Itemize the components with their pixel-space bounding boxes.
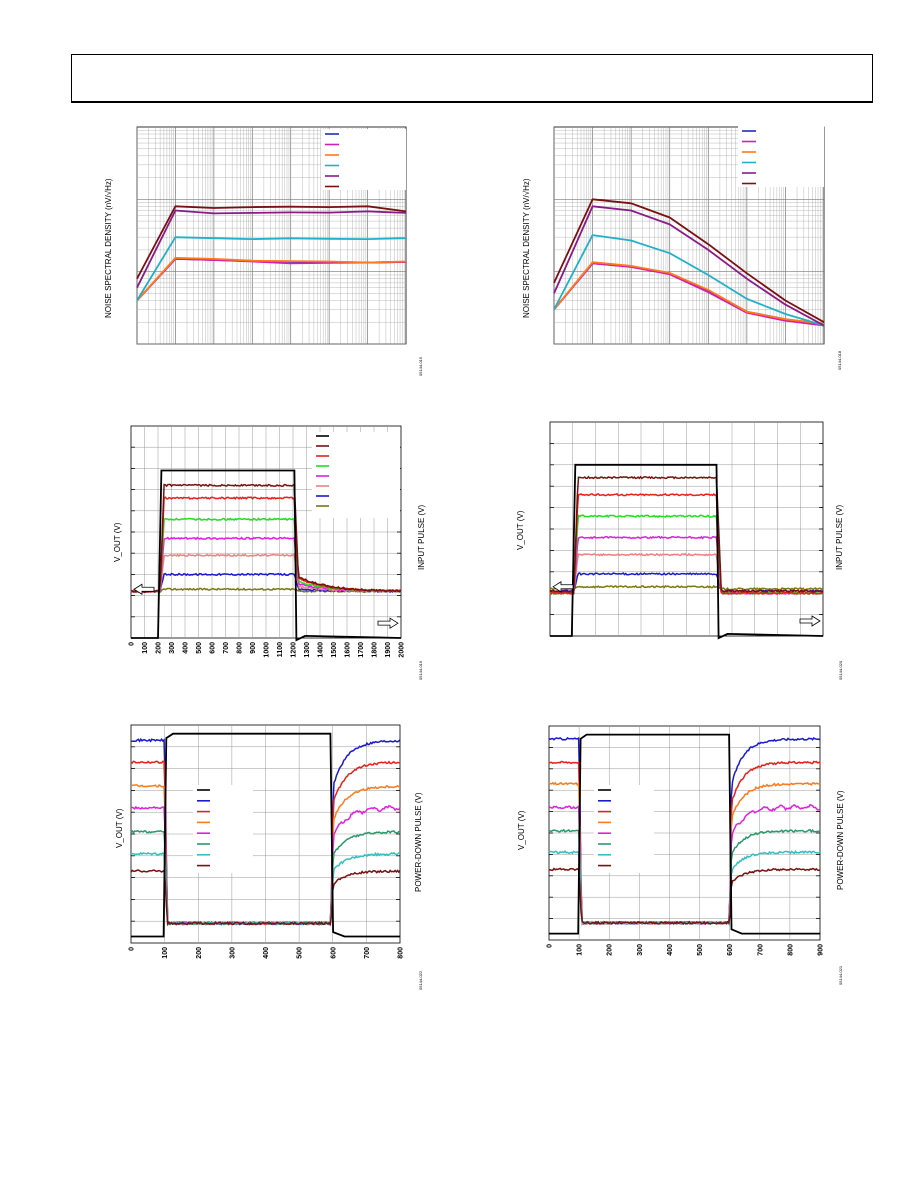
pd-a-xtick-label: 300 bbox=[229, 947, 236, 959]
pulse-a-xtick-label: 600 bbox=[210, 642, 217, 654]
pd-b-series-line bbox=[548, 867, 821, 926]
pd-b-pd-pulse bbox=[549, 733, 820, 935]
pulse-b-input-pulse bbox=[550, 463, 824, 640]
page-header bbox=[71, 54, 873, 103]
noise-a-series-line bbox=[136, 209, 407, 289]
pulse-a-left-arrow bbox=[133, 583, 155, 595]
pulse-a-xtick-label: 1400 bbox=[318, 642, 325, 658]
pulse-a-xtick-label: 1200 bbox=[291, 642, 298, 658]
pd-b-xtick-label: 300 bbox=[637, 944, 644, 956]
pd-b-xtick-label: 900 bbox=[818, 944, 825, 956]
noise-b-series-line bbox=[553, 234, 825, 327]
pd-a-xtick-label: 0 bbox=[129, 947, 136, 951]
pulse-a-xtick-label: 100 bbox=[142, 642, 149, 654]
pd-a-xtick-label: 400 bbox=[263, 947, 270, 959]
pd-b-xtick-label: 0 bbox=[547, 944, 554, 948]
pulse-a-xtick-label: 0 bbox=[129, 642, 136, 646]
pulse-a-xtick-label: 1300 bbox=[304, 642, 311, 658]
pulse-b-series-line bbox=[549, 475, 824, 594]
pulse-a-xtick-label: 2000 bbox=[399, 642, 406, 658]
noise-b-series-line bbox=[553, 205, 825, 327]
pulse-a-series-line bbox=[130, 483, 402, 593]
pulse-a-xtick-label: 1800 bbox=[372, 642, 379, 658]
pulse-a-xtick-label: 800 bbox=[237, 642, 244, 654]
pulse-b-right-arrow bbox=[799, 615, 821, 627]
pd-b-legend-box bbox=[594, 785, 654, 873]
pd-a-pd-pulse bbox=[131, 732, 400, 938]
noise-a-series-line bbox=[136, 236, 407, 301]
pd-b-xtick-label: 100 bbox=[577, 944, 584, 956]
noise-a-series-line bbox=[136, 256, 407, 302]
pd-b-xtick-label: 400 bbox=[667, 944, 674, 956]
pulse-a-xtick-label: 1500 bbox=[331, 642, 338, 658]
noise-a-legend-box bbox=[321, 129, 406, 190]
pd-b-figure-id: 05144-021 bbox=[838, 965, 843, 985]
noise-b-series-line bbox=[553, 198, 825, 323]
pd-b-ylabel-left: V_OUT (V) bbox=[517, 810, 526, 850]
pulse-a-xtick-label: 1900 bbox=[385, 642, 392, 658]
noise-b-legend-box bbox=[738, 126, 824, 187]
pulse-a-xtick-label: 500 bbox=[196, 642, 203, 654]
pd-b-xtick-label: 200 bbox=[607, 944, 614, 956]
pulse-a-xtick-label: 1100 bbox=[277, 642, 284, 657]
noise-b-series-line bbox=[553, 261, 825, 325]
pulse-a-xtick-label: 700 bbox=[223, 642, 230, 654]
pd-a-xtick-label: 100 bbox=[162, 947, 169, 959]
pd-a-series-line bbox=[130, 869, 401, 926]
noise-b-series-line bbox=[553, 262, 825, 327]
pulse-b-series-line bbox=[549, 514, 824, 596]
pd-b-ylabel-right: POWER-DOWN PULSE (V) bbox=[836, 790, 845, 890]
noise-a-series-line bbox=[136, 205, 407, 280]
pulse-a-xtick-label: 300 bbox=[169, 642, 176, 654]
pd-b-xtick-label: 700 bbox=[757, 944, 764, 956]
pulse-b-series-line bbox=[549, 584, 824, 591]
pd-a-xtick-label: 700 bbox=[364, 947, 371, 959]
pulse-a-input-pulse bbox=[131, 469, 402, 642]
pd-a-legend-box bbox=[193, 785, 253, 873]
pd-a-xtick-label: 800 bbox=[398, 947, 405, 959]
pulse-a-xtick-label: 400 bbox=[183, 642, 190, 654]
pulse-a-xtick-label: 1000 bbox=[264, 642, 271, 658]
pulse-a-xtick-label: 200 bbox=[156, 642, 163, 654]
pd-a-xtick-label: 500 bbox=[297, 947, 304, 959]
pulse-a-xtick-label: 1700 bbox=[358, 642, 365, 658]
pd-a-xtick-label: 600 bbox=[330, 947, 337, 959]
pd-b-xtick-label: 500 bbox=[697, 944, 704, 956]
pd-a-xtick-label: 200 bbox=[196, 947, 203, 959]
pulse-a-xtick-label: 1600 bbox=[345, 642, 352, 658]
pulse-b-left-arrow bbox=[552, 581, 574, 593]
pulse-b-series-line bbox=[549, 492, 824, 596]
pd-b-xtick-label: 600 bbox=[727, 944, 734, 956]
pulse-a-xtick-label: 900 bbox=[250, 642, 257, 654]
pulse-a-right-arrow bbox=[377, 617, 399, 629]
pd-b-xtick-label: 800 bbox=[787, 944, 794, 956]
